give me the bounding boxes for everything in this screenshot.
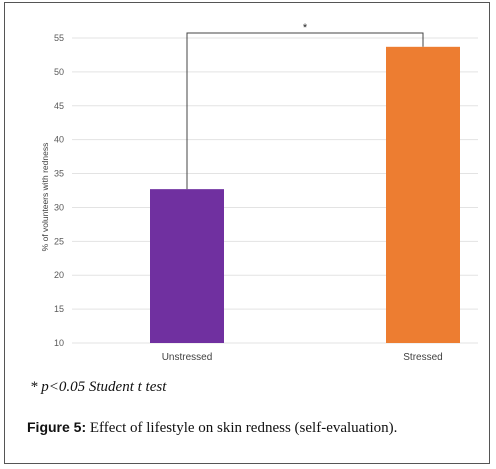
caption-label: Figure 5: bbox=[27, 419, 87, 435]
y-tick-label: 50 bbox=[54, 67, 64, 77]
bar-unstressed bbox=[150, 189, 224, 343]
y-tick-label: 30 bbox=[54, 202, 64, 212]
category-labels: Unstressed Stressed bbox=[162, 352, 443, 363]
footnote: * p<0.05 Student t test bbox=[30, 379, 167, 395]
y-tick-label: 45 bbox=[54, 101, 64, 111]
y-tick-label: 55 bbox=[54, 33, 64, 43]
bracket-line bbox=[186, 32, 424, 190]
category-label: Stressed bbox=[403, 352, 442, 363]
category-label: Unstressed bbox=[162, 352, 213, 363]
figure-caption: Figure 5: Effect of lifestyle on skin re… bbox=[27, 419, 397, 437]
y-tick-label: 40 bbox=[54, 135, 64, 145]
y-tick-label: 10 bbox=[54, 338, 64, 348]
significance-label: * bbox=[303, 22, 308, 34]
y-tick-label: 35 bbox=[54, 169, 64, 179]
y-axis-ticks: 10 15 20 25 30 35 40 45 50 55 bbox=[54, 33, 64, 348]
y-tick-label: 15 bbox=[54, 304, 64, 314]
bars bbox=[150, 46, 460, 344]
bar-stressed bbox=[386, 46, 460, 344]
y-tick-label: 20 bbox=[54, 270, 64, 280]
y-tick-label: 25 bbox=[54, 236, 64, 246]
y-axis-label: % of volunteers with redness bbox=[40, 143, 50, 252]
caption-text: Effect of lifestyle on skin redness (sel… bbox=[86, 420, 398, 436]
significance-bracket: * bbox=[186, 22, 424, 190]
